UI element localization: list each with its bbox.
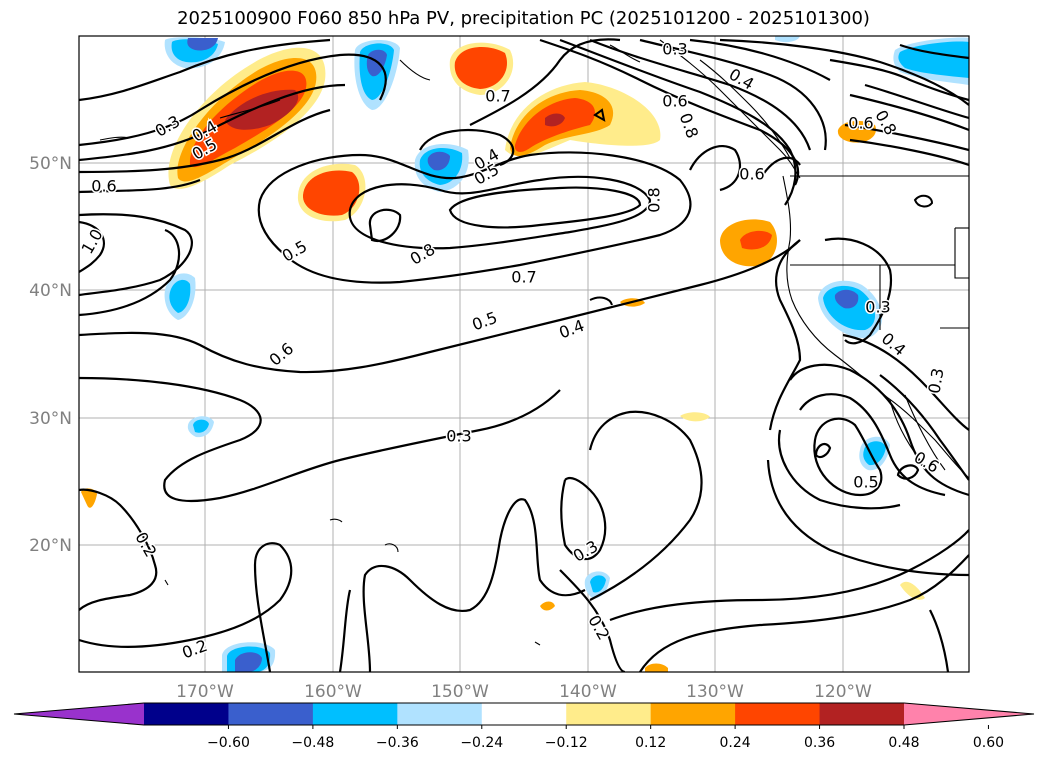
map-frame — [78, 35, 970, 673]
lon-label: 130°W — [686, 682, 744, 702]
colorbar-segment — [566, 703, 652, 725]
map-content: 0.3 0.40.50.60.71.0 0.50.60.80.40.50.80.70… — [79, 36, 969, 672]
colorbar-extend-min — [14, 703, 144, 725]
colorbar-tick-label: 0.60 — [973, 735, 1004, 751]
contour-label: 0.7 — [511, 268, 536, 287]
contour-label: 0.6 — [91, 177, 116, 196]
colorbar-tick-label: −0.24 — [460, 735, 503, 751]
lon-label: 170°W — [176, 682, 234, 702]
contour-label: 0.6 — [739, 165, 764, 184]
contour-label: 0.6 — [662, 92, 687, 111]
colorbar-extend-max — [904, 703, 1034, 725]
colorbar-segment — [650, 703, 736, 725]
lon-label: 150°W — [431, 682, 489, 702]
lat-label: 40°N — [29, 281, 72, 301]
colorbar-tick-label: −0.60 — [207, 735, 250, 751]
contour-label: 0.3 — [662, 40, 687, 59]
pv-contours — [79, 38, 969, 672]
colorbar-outline — [13, 702, 1035, 726]
lat-label: 50°N — [29, 154, 72, 174]
colorbar-tick-label: −0.36 — [376, 735, 419, 751]
colorbar-tick-label: 0.12 — [635, 735, 666, 751]
colorbar-tick-label: −0.48 — [291, 735, 334, 751]
contour-label: 0.7 — [485, 87, 510, 106]
colorbar-segment — [228, 703, 314, 725]
contour-label: 0.5 — [853, 473, 878, 492]
colorbar-tick-label: 0.24 — [720, 735, 751, 751]
latitude-labels: 50°N 40°N 30°N 20°N — [29, 154, 72, 556]
pv-small-contours — [589, 108, 934, 306]
colorbar-segment — [312, 703, 398, 725]
colorbar-segment — [144, 703, 229, 725]
lon-label: 120°W — [814, 682, 872, 702]
colorbar-segment — [397, 703, 483, 725]
contour-label: 0.3 — [865, 298, 890, 317]
colorbar-segment — [481, 703, 567, 725]
coastlines — [99, 39, 969, 646]
chart-title: 2025100900 F060 850 hPa PV, precipitatio… — [177, 8, 870, 29]
colorbar-tick-label: −0.12 — [545, 735, 588, 751]
contour-label: 0.6 — [848, 114, 873, 133]
lat-label: 20°N — [29, 536, 72, 556]
colorbar-segment — [819, 703, 905, 725]
precip-positive-areas — [81, 42, 925, 672]
lat-label: 30°N — [29, 409, 72, 429]
colorbar-segment — [735, 703, 821, 725]
lon-label: 160°W — [304, 682, 362, 702]
lon-label: 140°W — [559, 682, 617, 702]
longitude-labels: 170°W 160°W 150°W 140°W 130°W 120°W — [176, 682, 872, 702]
contour-label: 0.8 — [645, 187, 664, 212]
colorbar-tick-label: 0.36 — [804, 735, 835, 751]
contour-label: 0.3 — [446, 427, 471, 446]
colorbar: −0.60 −0.48 −0.36 −0.24 −0.12 0.12 0.24 0.36 0.4… — [13, 702, 1035, 751]
colorbar-tick-label: 0.48 — [888, 735, 919, 751]
